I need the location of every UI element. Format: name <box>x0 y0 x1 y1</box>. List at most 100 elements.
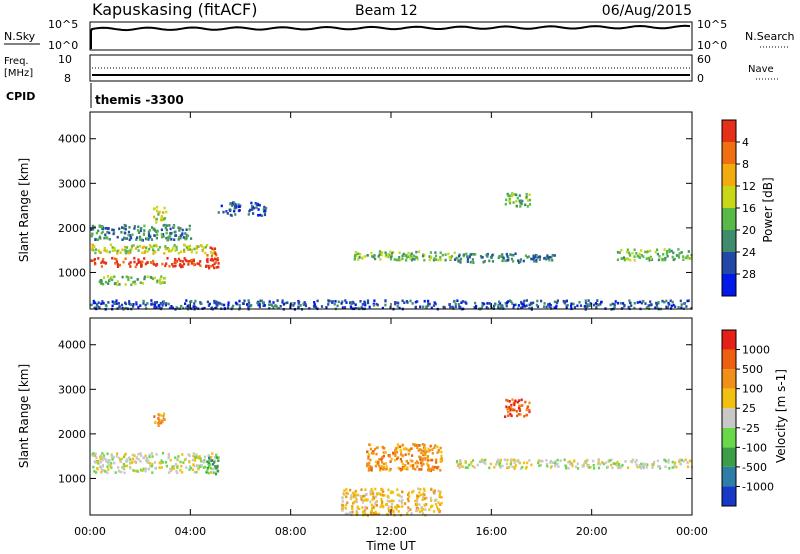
freq-tick-bottom: 8 <box>64 72 71 85</box>
power-region-4 <box>152 205 168 224</box>
time-x-axis: 00:00 04:00 08:00 12:00 16:00 20:00 00:00 <box>74 112 708 538</box>
power-colorbar: 28 24 20 16 12 8 4 <box>721 119 756 297</box>
velocity-region-2 <box>153 412 166 427</box>
velocity-colorbar-segment <box>722 466 736 487</box>
noise-sky-line <box>90 24 691 49</box>
power-colorbar-tick: 16 <box>742 202 756 215</box>
power-colorbar-segment <box>722 120 736 142</box>
power-y-tick-label: 1000 <box>58 266 86 279</box>
velocity-region-6 <box>340 487 443 517</box>
power-region-7 <box>353 250 456 262</box>
velocity-colorbar-segment <box>722 330 736 350</box>
power-colorbar-tick: 20 <box>742 224 756 237</box>
power-colorbar-segment <box>722 274 736 296</box>
power-region-0 <box>90 256 217 269</box>
velocity-colorbar-tick: 500 <box>742 363 763 376</box>
nave-tick-bottom: 0 <box>697 72 704 85</box>
velocity-colorbar-tick: -100 <box>742 441 767 454</box>
velocity-colorbar-segment <box>722 369 736 389</box>
power-colorbar-tick: 28 <box>742 268 756 281</box>
power-colorbar-segment <box>722 186 736 208</box>
x-tick-label: 04:00 <box>174 525 206 538</box>
date-title: 06/Aug/2015 <box>602 3 692 19</box>
freq-panel <box>89 54 693 82</box>
power-region-6 <box>90 223 193 242</box>
velocity-colorbar-segment <box>722 486 736 506</box>
power-y-axis-label: Slant Range [km] <box>17 158 31 262</box>
freq-unit-label: [MHz] <box>4 68 33 79</box>
nsearch-label: N.Search <box>745 30 795 43</box>
power-region-1 <box>91 243 217 255</box>
velocity-region-1 <box>205 453 220 476</box>
power-panel-frame <box>89 111 693 310</box>
velocity-colorbar-segment <box>722 408 736 428</box>
velocity-y-tick-label: 3000 <box>58 383 86 396</box>
cpid-label: CPID <box>6 90 35 103</box>
power-region-10 <box>616 248 693 262</box>
velocity-colorbar-segment <box>722 349 736 370</box>
velocity-colorbar-tick: 100 <box>742 383 763 396</box>
power-colorbar-segment <box>722 252 736 274</box>
velocity-colorbar-segment <box>722 388 736 409</box>
power-colorbar-label: Power [dB] <box>761 177 775 242</box>
velocity-colorbar-tick: 25 <box>742 402 756 415</box>
x-tick-label: 16:00 <box>475 525 507 538</box>
power-y-axis: 1000 2000 3000 4000 <box>58 133 692 279</box>
time-x-axis-label: Time UT <box>365 539 416 553</box>
velocity-colorbar-segment <box>722 427 736 448</box>
power-y-tick-label: 3000 <box>58 177 86 190</box>
velocity-y-axis-label: Slant Range [km] <box>17 364 31 468</box>
x-tick-label: 12:00 <box>375 525 407 538</box>
x-tick-label: 08:00 <box>275 525 307 538</box>
beam-title: Beam 12 <box>355 3 418 19</box>
freq-label: Freq. <box>4 56 29 67</box>
power-y-tick-label: 2000 <box>58 222 86 235</box>
velocity-heatmap-data <box>91 398 693 517</box>
power-colorbar-segment <box>722 208 736 230</box>
velocity-region-0 <box>91 451 217 475</box>
noise-tick-left-top: 10^5 <box>48 18 78 31</box>
power-region-5 <box>217 201 268 217</box>
cpid-value: themis -3300 <box>95 93 184 107</box>
velocity-y-tick-label: 4000 <box>58 339 86 352</box>
x-tick-label: 20:00 <box>576 525 608 538</box>
velocity-region-3 <box>366 443 444 473</box>
power-colorbar-segment <box>722 164 736 186</box>
power-region-9 <box>504 192 532 208</box>
freq-tick-top: 10 <box>58 53 72 66</box>
velocity-colorbar-tick: -500 <box>742 461 767 474</box>
power-heatmap-data <box>90 192 693 311</box>
power-region-2 <box>206 246 220 270</box>
nsky-label: N.Sky <box>4 30 36 43</box>
velocity-region-4 <box>455 458 693 470</box>
velocity-region-5 <box>504 398 531 418</box>
velocity-colorbar-label: Velocity [m s-1] <box>774 369 788 463</box>
power-colorbar-tick: 8 <box>742 158 749 171</box>
power-colorbar-tick: 4 <box>742 136 749 149</box>
nave-tick-top: 60 <box>697 53 711 66</box>
nave-label: Nave <box>748 64 774 75</box>
power-region-3 <box>98 275 167 287</box>
velocity-colorbar-segment <box>722 447 736 467</box>
velocity-panel-frame <box>89 317 693 516</box>
power-colorbar-tick: 12 <box>742 180 756 193</box>
velocity-colorbar: -1000 -500 -100 -25 25 100 500 1000 <box>721 329 774 507</box>
velocity-colorbar-tick: -1000 <box>742 480 774 493</box>
power-colorbar-tick: 24 <box>742 246 756 259</box>
x-tick-label: 00:00 <box>676 525 708 538</box>
x-tick-label: 00:00 <box>74 525 106 538</box>
power-region-8 <box>453 252 556 264</box>
noise-tick-left-bottom: 10^0 <box>48 39 78 52</box>
velocity-colorbar-tick: 1000 <box>742 344 770 357</box>
velocity-y-axis: 1000 2000 3000 4000 <box>58 339 692 485</box>
velocity-colorbar-tick: -25 <box>742 422 760 435</box>
station-title: Kapuskasing (fitACF) <box>92 0 257 19</box>
velocity-y-tick-label: 1000 <box>58 472 86 485</box>
power-colorbar-segment <box>722 142 736 164</box>
noise-tick-right-top: 10^5 <box>697 18 727 31</box>
velocity-y-tick-label: 2000 <box>58 428 86 441</box>
power-y-tick-label: 4000 <box>58 133 86 146</box>
noise-tick-right-bottom: 10^0 <box>697 39 727 52</box>
power-colorbar-segment <box>722 230 736 252</box>
